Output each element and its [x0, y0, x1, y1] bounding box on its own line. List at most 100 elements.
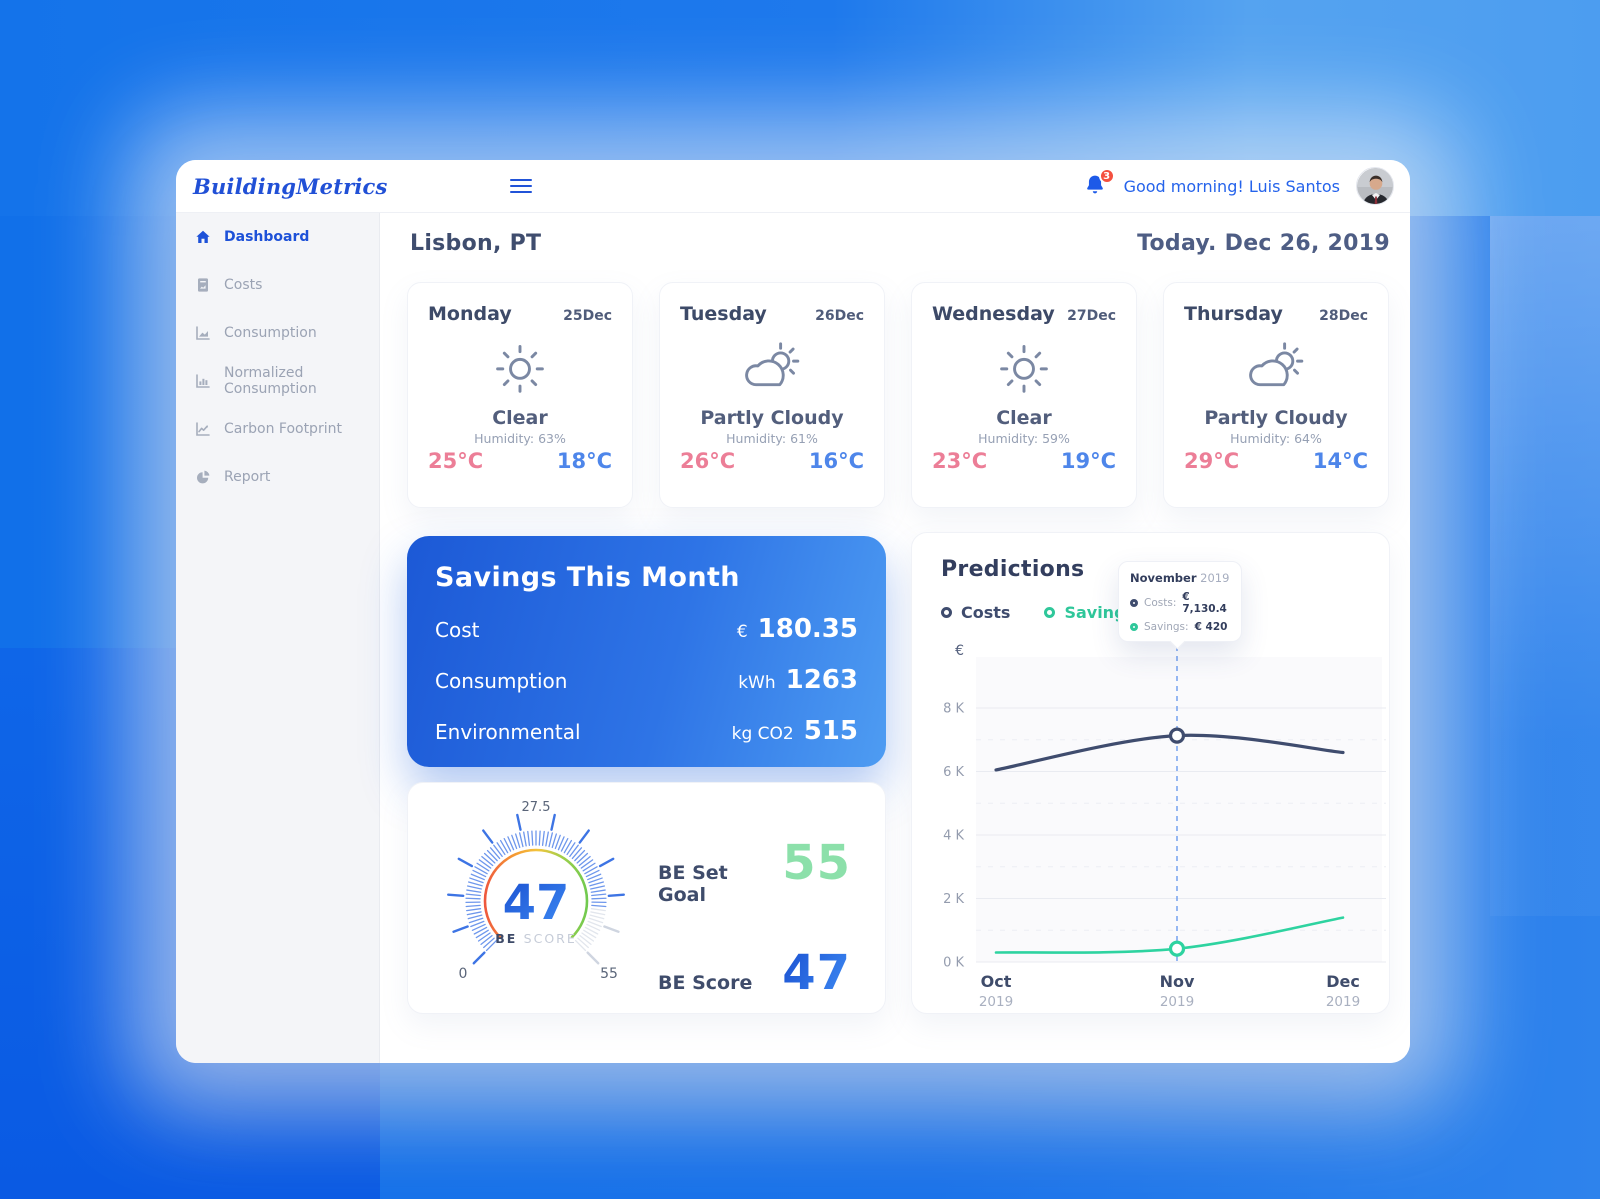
gauge-minor-tick	[586, 923, 601, 931]
sidebar-item-dashboard[interactable]: Dashboard	[176, 213, 379, 261]
gauge-minor-tick	[466, 889, 482, 893]
y-tick-label: 2 K	[943, 892, 964, 907]
gauge-minor-tick	[584, 866, 598, 875]
gauge-minor-tick	[591, 893, 607, 897]
savings-marker-icon	[1130, 623, 1138, 631]
sidebar-item-consumption[interactable]: Consumption	[176, 309, 379, 357]
gauge-minor-tick	[478, 859, 492, 869]
costs-icon	[198, 278, 208, 292]
saving-legend-marker	[1044, 607, 1056, 618]
gauge-minor-tick	[582, 862, 596, 872]
gauge-minor-tick	[503, 837, 512, 852]
gauge-major-tick	[457, 857, 474, 868]
weather-humidity: Humidity: 61%	[726, 431, 818, 446]
gauge-minor-tick	[511, 834, 518, 850]
be-score-row: BE Score 47	[658, 945, 851, 1001]
legend-item-costs[interactable]: Costs	[941, 603, 1010, 622]
legend-label: Saving	[1064, 603, 1126, 622]
consumption-icon	[196, 326, 210, 340]
gauge-minor-tick	[499, 839, 509, 854]
sidebar-item-costs[interactable]: Costs	[176, 261, 379, 309]
gauge-minor-tick	[560, 837, 569, 852]
temp-high: 29°C	[1184, 449, 1240, 473]
gauge-minor-tick	[472, 869, 487, 878]
gauge-minor-tick	[574, 849, 586, 862]
gauge-major-tick	[598, 857, 615, 868]
savings-row-environmental: Environmental kg CO2 515	[435, 716, 858, 746]
be-score-gauge: 27.5 0 55 47 BE SCORE	[430, 795, 642, 1007]
legend-item-saving[interactable]: Saving	[1044, 603, 1126, 622]
gauge-minor-tick	[577, 937, 589, 949]
y-axis-unit: €	[955, 643, 964, 659]
temp-high: 26°C	[680, 449, 736, 473]
costs-highlight-marker[interactable]	[1168, 727, 1186, 744]
gauge-minor-tick	[587, 873, 602, 881]
weather-condition: Partly Cloudy	[1204, 407, 1348, 429]
gauge-minor-tick	[476, 862, 490, 872]
gauge-minor-tick	[466, 908, 482, 912]
weather-card-wednesday: Wednesday 27Dec Clear Humidity: 59% 23°C 1…	[911, 282, 1137, 508]
gauge-minor-tick	[470, 873, 485, 881]
x-tick-year: 2019	[1326, 994, 1360, 1010]
chart-tooltip: November 2019 Costs: € 7,130.4 Savings: …	[1118, 561, 1242, 650]
savings-row-consumption: Consumption kWh 1263	[435, 665, 858, 695]
sidebar-item-normalized-consumption[interactable]: Normalized Consumption	[176, 357, 379, 405]
line-chart-icon	[196, 422, 210, 436]
avatar-image	[1357, 168, 1393, 204]
greeting-text: Good morning! Luis Santos	[1123, 176, 1340, 196]
weather-date: 28Dec	[1319, 308, 1368, 324]
user-avatar[interactable]	[1356, 167, 1394, 205]
gauge-color-arc	[483, 848, 589, 939]
be-set-goal-value: 55	[782, 835, 851, 891]
gauge-minor-tick	[584, 926, 599, 935]
sidebar-item-label: Costs	[224, 277, 263, 293]
gauge-major-tick	[516, 813, 522, 831]
weather-card-thursday: Thursday 28Dec Partly Cloudy Humidity: 64…	[1163, 282, 1389, 508]
weather-card-tuesday: Tuesday 26Dec Partly Cloudy Humidity: 61%…	[659, 282, 885, 508]
gauge-minor-tick	[519, 832, 524, 848]
savings-title: Savings This Month	[435, 562, 740, 593]
x-tick-month: Dec	[1326, 972, 1360, 991]
savings-unit: kg CO2	[731, 724, 794, 744]
gauge-major-tick	[607, 893, 625, 897]
gauge-minor-tick	[563, 839, 573, 854]
savings-label: Environmental	[435, 720, 581, 744]
weather-condition: Partly Cloudy	[700, 407, 844, 429]
content-header: Lisbon, PT Today. Dec 26, 2019	[410, 231, 1390, 256]
notifications-button[interactable]: 3	[1082, 168, 1115, 199]
gauge-minor-tick	[580, 859, 594, 869]
saving-highlight-marker[interactable]	[1168, 940, 1186, 957]
sidebar-item-label: Consumption	[224, 325, 317, 341]
be-set-goal-label: BE Set Goal	[658, 862, 728, 906]
temp-low: 18°C	[556, 449, 612, 473]
sidebar-item-label: Dashboard	[224, 229, 310, 245]
gauge-minor-tick	[471, 923, 486, 931]
weather-condition: Clear	[492, 407, 548, 429]
gauge-minor-tick	[571, 847, 583, 860]
gauge-major-tick	[586, 951, 600, 965]
gauge-minor-tick	[469, 877, 484, 884]
gauge-minor-tick	[578, 855, 591, 867]
gauge-minor-tick	[496, 842, 506, 856]
today-date: Today. Dec 26, 2019	[1137, 231, 1390, 256]
weather-day: Tuesday	[680, 303, 767, 325]
weather-humidity: Humidity: 64%	[1230, 431, 1322, 446]
temp-high: 25°C	[428, 449, 484, 473]
sidebar-item-report[interactable]: Report	[176, 453, 379, 501]
sidebar-item-label: Carbon Footprint	[224, 421, 342, 437]
sidebar-item-carbon-footprint[interactable]: Carbon Footprint	[176, 405, 379, 453]
gauge-minor-tick	[588, 877, 603, 884]
gauge-minor-tick	[467, 881, 483, 887]
hamburger-menu-icon[interactable]	[509, 175, 532, 197]
gauge-minor-tick	[581, 932, 595, 942]
savings-unit: €	[736, 622, 748, 642]
gauge-minor-tick	[465, 893, 481, 897]
gauge-minor-tick	[507, 836, 515, 851]
background-right-strip	[1490, 216, 1600, 916]
gauge-minor-tick	[587, 920, 602, 928]
weather-card-monday: Monday 25Dec Clear Humidity: 63% 25°C 18°C	[407, 282, 633, 508]
gauge-major-tick	[482, 829, 494, 844]
weather-day: Thursday	[1184, 303, 1283, 325]
brand-logo[interactable]: BuildingMetrics	[193, 173, 388, 199]
sun-icon	[1000, 345, 1048, 393]
